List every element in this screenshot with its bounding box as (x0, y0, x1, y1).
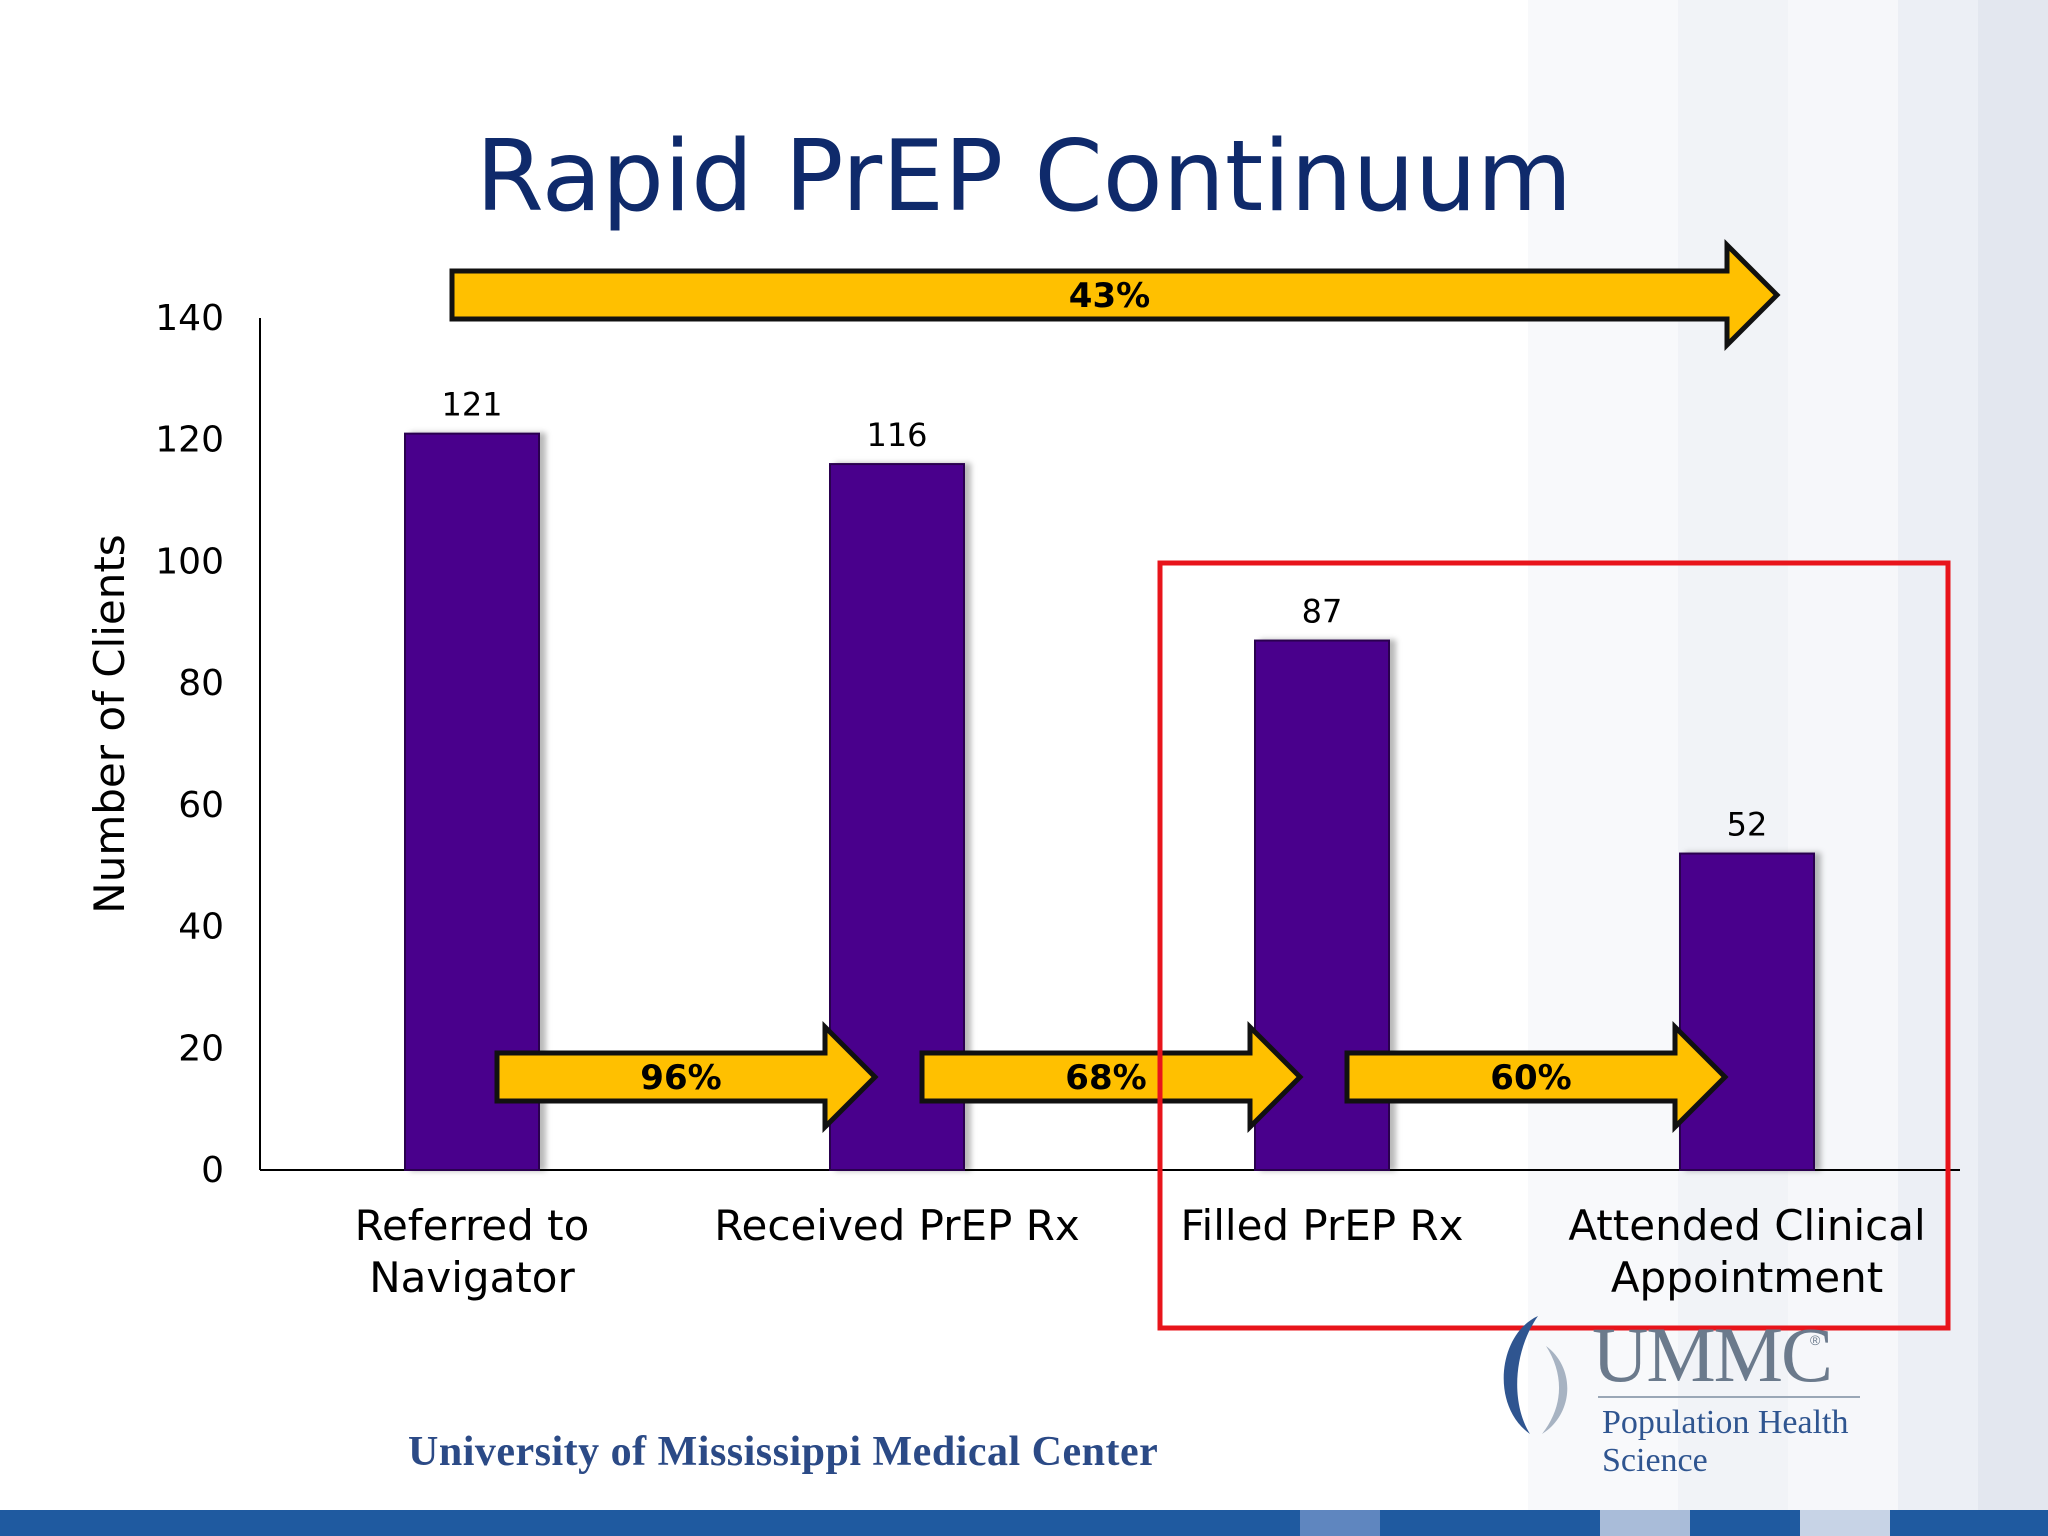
footer-institution: University of Mississippi Medical Center (408, 1429, 1159, 1475)
data-labels: 121 116 87 52 (441, 386, 1767, 844)
data-label: 87 (1302, 593, 1343, 631)
bar (404, 432, 540, 1171)
step-arrow-label: 68% (1065, 1058, 1146, 1098)
y-tick-label: 140 (155, 298, 224, 339)
x-tick-label: Received PrEP Rx (714, 1201, 1080, 1250)
x-tick-label: Attended Clinical (1568, 1201, 1925, 1250)
y-axis-title: Number of Clients (85, 534, 134, 913)
y-axis: 0 20 40 60 80 100 120 140 Number of Clients (85, 298, 1960, 1191)
y-tick-label: 20 (178, 1028, 224, 1069)
data-label: 116 (866, 416, 927, 454)
step-arrow (1344, 1020, 1729, 1134)
y-tick-label: 0 (201, 1150, 224, 1191)
background-stripes (1528, 0, 2048, 1510)
logo-subtitle: Population Health Science (1602, 1404, 1849, 1479)
x-tick-label: Referred to (355, 1201, 590, 1250)
x-tick-label: Appointment (1611, 1253, 1883, 1302)
bars (404, 432, 1815, 1171)
ummc-logo: UMMC ® Population Health Science (1480, 1310, 1960, 1479)
step-arrow-label: 60% (1490, 1058, 1571, 1098)
registered-mark: ® (1810, 1332, 1821, 1348)
data-label: 52 (1727, 806, 1768, 844)
highlight-box (1157, 560, 1951, 1331)
x-tick-label: Filled PrEP Rx (1180, 1201, 1463, 1250)
y-tick-label: 40 (178, 907, 224, 948)
slide-title: Rapid PrEP Continuum (475, 120, 1573, 234)
step-arrow (919, 1020, 1304, 1134)
step-arrow-label: 96% (640, 1058, 721, 1098)
x-tick-label: Navigator (369, 1253, 575, 1302)
bar (1679, 852, 1815, 1171)
conversion-arrows: 96% 68% 60% 43% (449, 238, 1781, 1134)
logo-divider (1598, 1396, 1860, 1398)
y-tick-label: 120 (155, 420, 224, 461)
step-arrow (494, 1020, 879, 1134)
y-tick-label: 100 (155, 541, 224, 582)
logo-name: UMMC (1592, 1311, 1833, 1398)
y-tick-label: 80 (178, 663, 224, 704)
highlight-box-group (1157, 560, 1951, 1331)
data-label: 121 (441, 386, 502, 424)
overall-arrow-label: 43% (1069, 276, 1150, 316)
y-tick-label: 60 (178, 785, 224, 826)
bottom-color-bar (0, 1510, 2048, 1536)
ummc-swoosh-icon (1503, 1316, 1568, 1434)
overall-arrow (449, 238, 1781, 352)
